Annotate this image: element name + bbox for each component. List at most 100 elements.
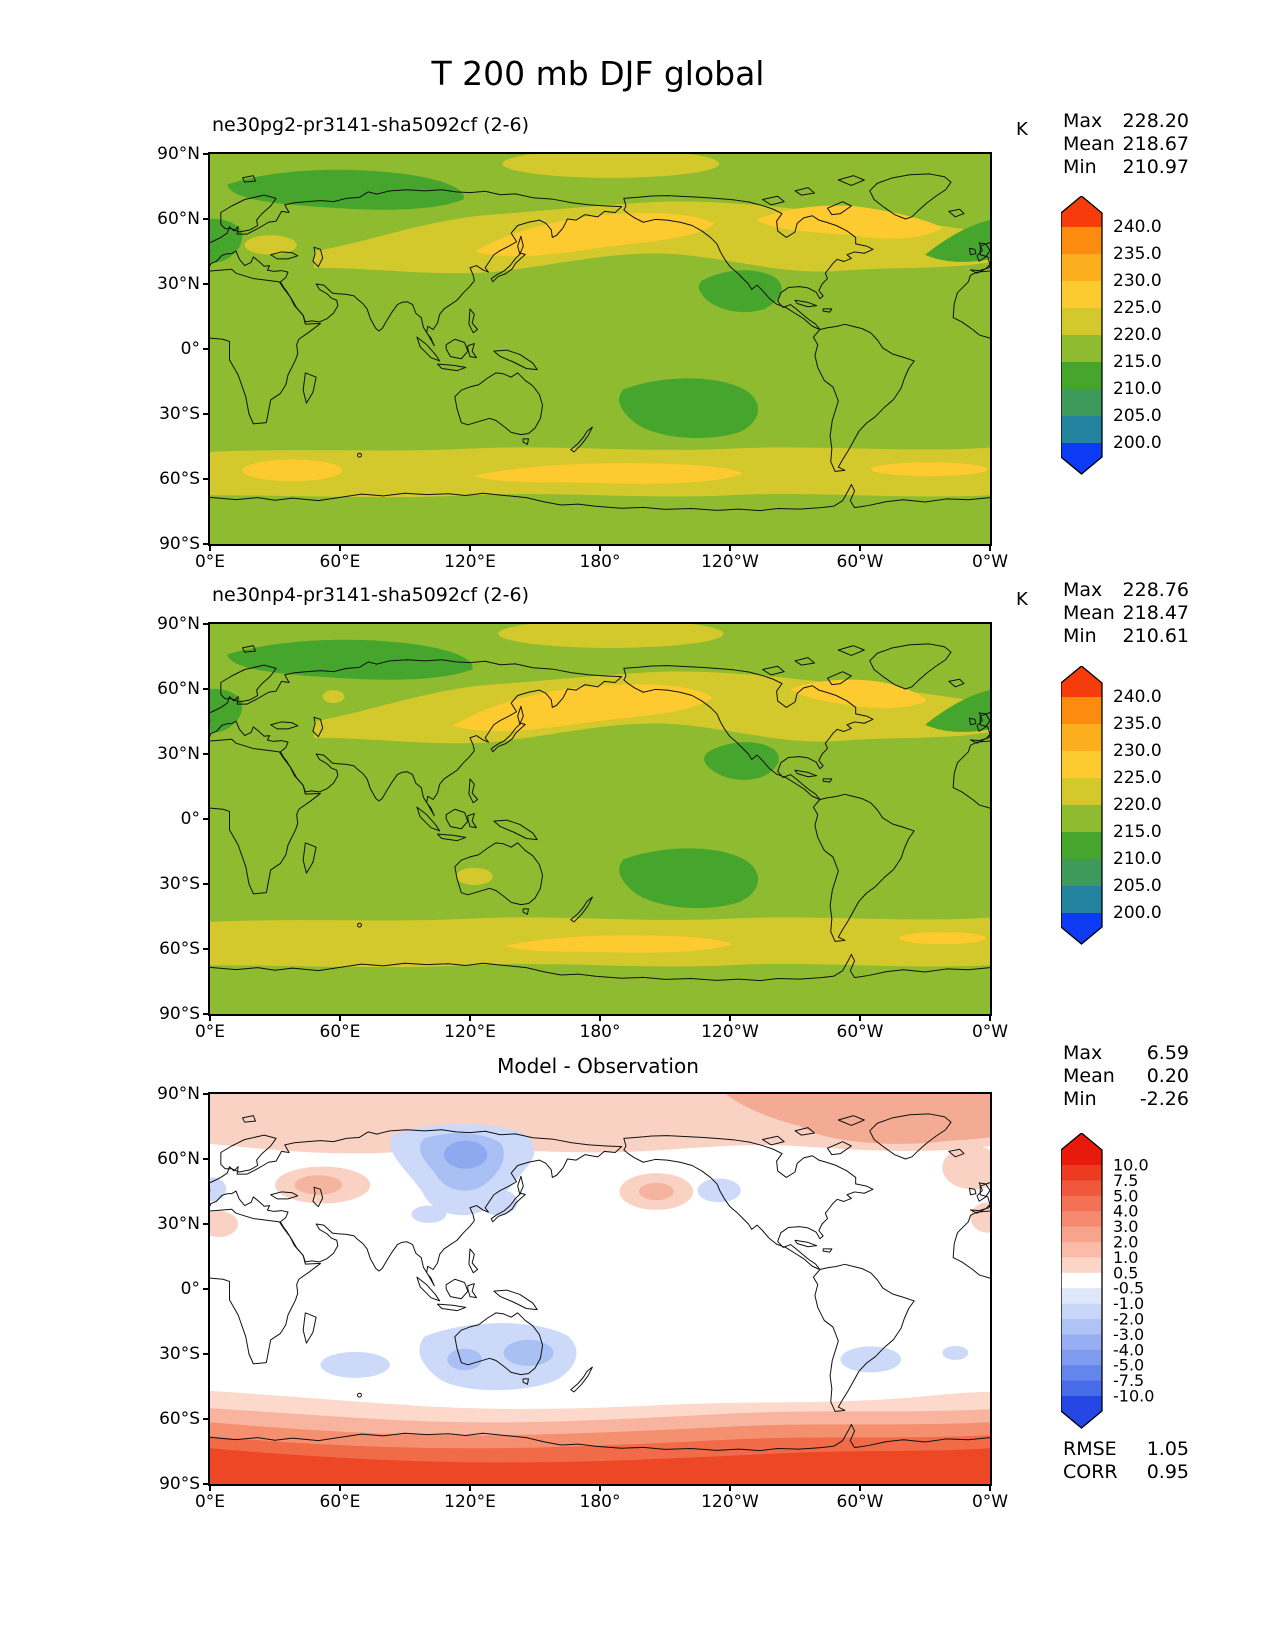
colorbar-tick-label: 220.0: [1113, 795, 1162, 815]
colorbar-tick-label: -3.0: [1113, 1325, 1144, 1344]
colorbar-tick-label: -2.0: [1113, 1310, 1144, 1329]
lon-tick-label: 180°: [579, 1492, 621, 1512]
lon-tick-label: 120°E: [444, 1022, 496, 1042]
lon-tick-label: 120°W: [701, 1492, 759, 1512]
panel-2-stats: Max 228.76 Mean 218.47 Min 210.61: [1063, 579, 1189, 648]
colorbar-tick-label: 10.0: [1113, 1156, 1149, 1175]
lon-tick-mark: [728, 1484, 731, 1491]
lon-tick-mark: [468, 1014, 471, 1021]
colorbar-tick-label: 205.0: [1113, 876, 1162, 896]
lat-tick-mark: [203, 752, 210, 755]
lat-tick-mark: [203, 1483, 210, 1485]
stat-row: Min -2.26: [1063, 1088, 1189, 1111]
lat-tick-label: 90°S: [159, 534, 200, 554]
lat-tick-label: 30°S: [159, 873, 200, 894]
lon-tick-mark: [728, 544, 731, 551]
stat-label: Mean: [1063, 1065, 1115, 1087]
lat-tick-mark: [203, 153, 210, 155]
lat-tick-mark: [203, 1222, 210, 1225]
colorbar-tick-label: 0.5: [1113, 1263, 1138, 1282]
lat-tick-label: 90°N: [157, 614, 200, 634]
panel-1-title: ne30pg2-pr3141-sha5092cf (2-6): [212, 114, 530, 136]
colorbar-tick-label: -0.5: [1113, 1279, 1144, 1298]
lat-tick-mark: [203, 478, 210, 480]
lon-tick-label: 120°W: [701, 552, 759, 572]
stat-label: Max: [1063, 1042, 1103, 1064]
colorbar-tick-label: -1.0: [1113, 1294, 1144, 1313]
colorbar-svg: 240.0 235.0 230.0 225.0 220.0 215.0 210.0 205.0…: [1060, 195, 1162, 475]
lon-tick-label: 120°E: [444, 552, 496, 572]
lon-tick-mark: [338, 544, 341, 551]
stat-label: Max: [1063, 579, 1103, 601]
lon-tick-label: 60°W: [836, 552, 884, 572]
stat-value: 228.76: [1122, 579, 1189, 601]
lat-tick-mark: [203, 1013, 210, 1015]
lon-tick-mark: [989, 1484, 991, 1491]
lat-tick-label: 90°N: [157, 144, 200, 164]
stat-value: 0.20: [1146, 1065, 1189, 1087]
stat-value: 210.97: [1122, 156, 1189, 178]
lon-tick-label: 180°: [579, 552, 621, 572]
stat-value: 228.20: [1122, 110, 1189, 132]
lat-tick-label: 60°S: [159, 469, 200, 489]
colorbar-svg: 10.07.55.04.03.02.01.00.5-0.5-1.0-2.0-3.…: [1060, 1132, 1154, 1429]
lat-tick-label: 0°: [180, 809, 200, 829]
stat-row: Mean 218.67: [1063, 133, 1189, 156]
stat-value: 1.05: [1146, 1438, 1189, 1460]
lat-tick-mark: [203, 217, 210, 220]
lat-tick-label: 60°N: [157, 678, 200, 699]
panel-2-unit-label: K: [1016, 589, 1028, 610]
stat-value: 210.61: [1122, 625, 1189, 647]
stat-label: Mean: [1063, 602, 1115, 624]
lon-tick-label: 120°E: [444, 1492, 496, 1512]
lon-tick-mark: [599, 1014, 601, 1021]
panel-1-map: 90°N 60°N 30°N 0° 30°S 60°S 90°S 0°E 60°E 120°E 18…: [157, 144, 1008, 572]
lat-tick-mark: [203, 348, 210, 350]
lat-tick-label: 60°N: [157, 1148, 200, 1169]
lat-tick-label: 60°S: [159, 939, 200, 959]
lon-tick-mark: [209, 1014, 211, 1021]
lat-tick-mark: [203, 818, 210, 820]
colorbar-tick-label: 240.0: [1113, 217, 1162, 237]
lon-tick-label: 0°W: [971, 552, 1009, 572]
stat-value: 6.59: [1146, 1042, 1189, 1064]
lon-tick-label: 60°E: [319, 552, 361, 572]
lon-tick-mark: [989, 544, 991, 551]
lon-tick-label: 60°E: [319, 1492, 361, 1512]
panel-2-contour-map: [210, 624, 990, 1014]
lon-tick-mark: [338, 1014, 341, 1021]
stat-row: Max 6.59: [1063, 1042, 1189, 1065]
lon-tick-mark: [859, 1014, 861, 1021]
lon-tick-mark: [209, 1484, 211, 1491]
colorbar-tick-label: 205.0: [1113, 406, 1162, 426]
panel-3-difference-map: [210, 1094, 990, 1484]
colorbar-tick-label: 235.0: [1113, 714, 1162, 734]
lat-tick-label: 30°S: [159, 1343, 200, 1364]
colorbar-tick-label: 200.0: [1113, 433, 1162, 453]
colorbar-tick-label: 240.0: [1113, 687, 1162, 707]
lat-tick-label: 90°S: [159, 1004, 200, 1024]
lat-tick-mark: [203, 1093, 210, 1095]
lon-tick-label: 0°E: [194, 552, 226, 572]
lat-tick-mark: [203, 948, 210, 950]
stat-label: Min: [1063, 625, 1097, 647]
lon-tick-label: 0°E: [194, 1492, 226, 1512]
panel-1-stats: Max 228.20 Mean 218.67 Min 210.97: [1063, 110, 1189, 179]
lon-tick-label: 60°E: [319, 1022, 361, 1042]
lat-tick-mark: [203, 543, 210, 545]
colorbar-tick-label: 7.5: [1113, 1171, 1138, 1190]
stat-label: Min: [1063, 156, 1097, 178]
stat-row: RMSE 1.05: [1063, 1438, 1189, 1461]
colorbar-tick-label: 235.0: [1113, 244, 1162, 264]
colorbar-tick-label: 220.0: [1113, 325, 1162, 345]
colorbar-tick-label: -4.0: [1113, 1340, 1144, 1359]
page-title: T 200 mb DJF global: [431, 54, 765, 93]
stat-value: 218.67: [1122, 133, 1189, 155]
panel-3-map: 90°N 60°N 30°N 0° 30°S 60°S 90°S 0°E 60°E 120°E 18…: [157, 1084, 1008, 1512]
colorbar-tick-label: 225.0: [1113, 298, 1162, 318]
lon-tick-mark: [468, 1484, 471, 1491]
colorbar-tick-label: 1.0: [1113, 1248, 1138, 1267]
lat-tick-mark: [203, 882, 210, 885]
lon-tick-mark: [989, 1014, 991, 1021]
